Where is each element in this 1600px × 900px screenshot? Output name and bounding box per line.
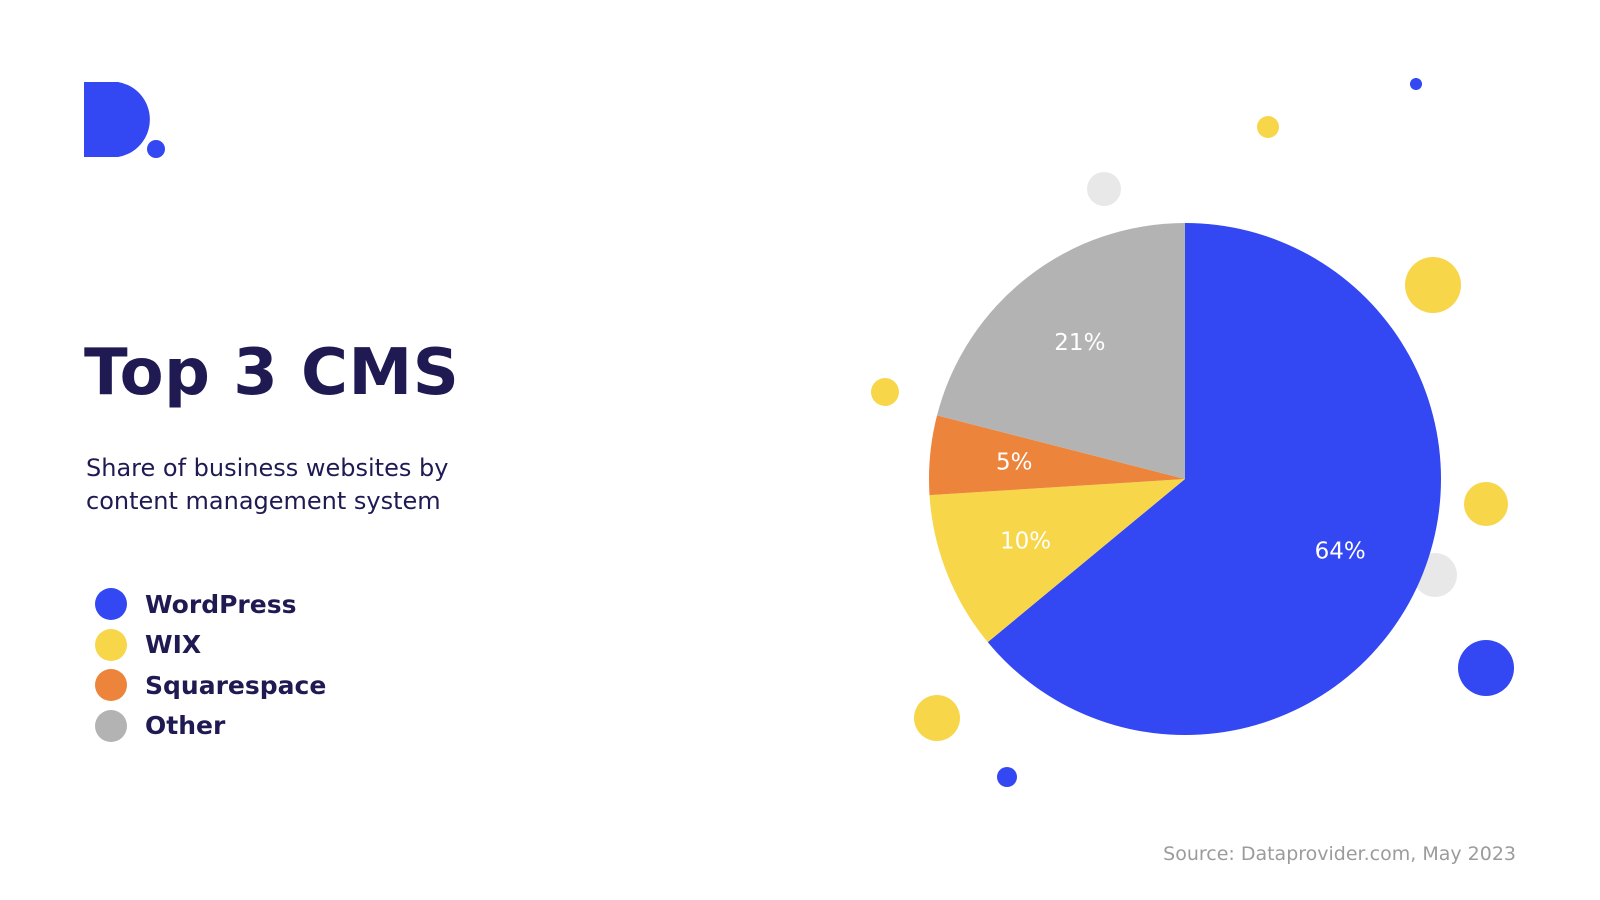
logo	[84, 82, 165, 158]
legend-item: Squarespace	[95, 665, 326, 706]
chart-title: Top 3 CMS	[84, 336, 460, 410]
legend-item: Other	[95, 706, 326, 747]
decor-dots	[871, 78, 1514, 787]
pie-slice	[937, 223, 1185, 479]
chart-subtitle: Share of business websites by content ma…	[86, 454, 449, 515]
legend: WordPress WIX Squarespace Other	[95, 584, 326, 746]
legend-item: WordPress	[95, 584, 326, 625]
legend-swatch	[95, 669, 127, 702]
legend-label: Squarespace	[145, 670, 327, 700]
data-label: 21%	[1054, 330, 1105, 356]
pie-slice	[987, 223, 1441, 736]
pie-slice	[929, 415, 1185, 496]
data-label: 64%	[1315, 539, 1366, 565]
legend-swatch	[95, 709, 127, 742]
legend-label: WordPress	[145, 589, 297, 619]
source-note: Source: Dataprovider.com, May 2023	[1163, 843, 1516, 865]
legend-label: WIX	[145, 630, 202, 660]
data-label: 5%	[996, 449, 1033, 475]
legend-label: Other	[145, 711, 226, 741]
legend-item: WIX	[95, 625, 326, 666]
legend-swatch	[95, 628, 127, 661]
pie-slice	[929, 479, 1185, 643]
data-label: 10%	[1000, 529, 1051, 555]
legend-swatch	[95, 588, 127, 621]
